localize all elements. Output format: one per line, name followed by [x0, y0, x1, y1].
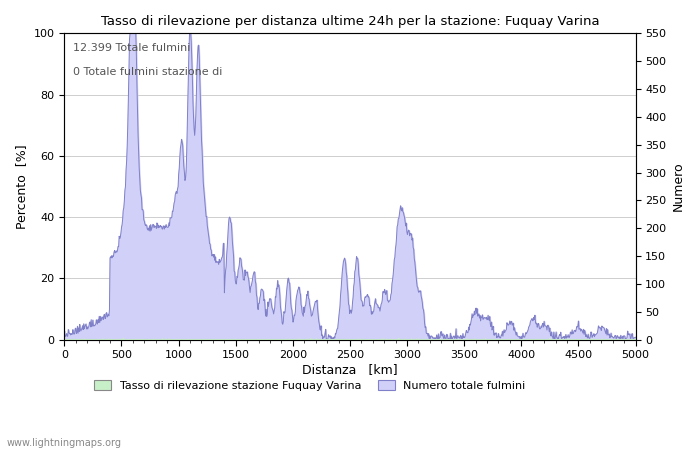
- Text: www.lightningmaps.org: www.lightningmaps.org: [7, 438, 122, 448]
- Text: 0 Totale fulmini stazione di: 0 Totale fulmini stazione di: [73, 67, 222, 77]
- Title: Tasso di rilevazione per distanza ultime 24h per la stazione: Fuquay Varina: Tasso di rilevazione per distanza ultime…: [101, 15, 599, 28]
- Y-axis label: Numero: Numero: [672, 162, 685, 211]
- Text: 12.399 Totale fulmini: 12.399 Totale fulmini: [73, 43, 190, 53]
- Legend: Tasso di rilevazione stazione Fuquay Varina, Numero totale fulmini: Tasso di rilevazione stazione Fuquay Var…: [90, 376, 530, 396]
- X-axis label: Distanza   [km]: Distanza [km]: [302, 363, 398, 376]
- Y-axis label: Percento  [%]: Percento [%]: [15, 144, 28, 229]
